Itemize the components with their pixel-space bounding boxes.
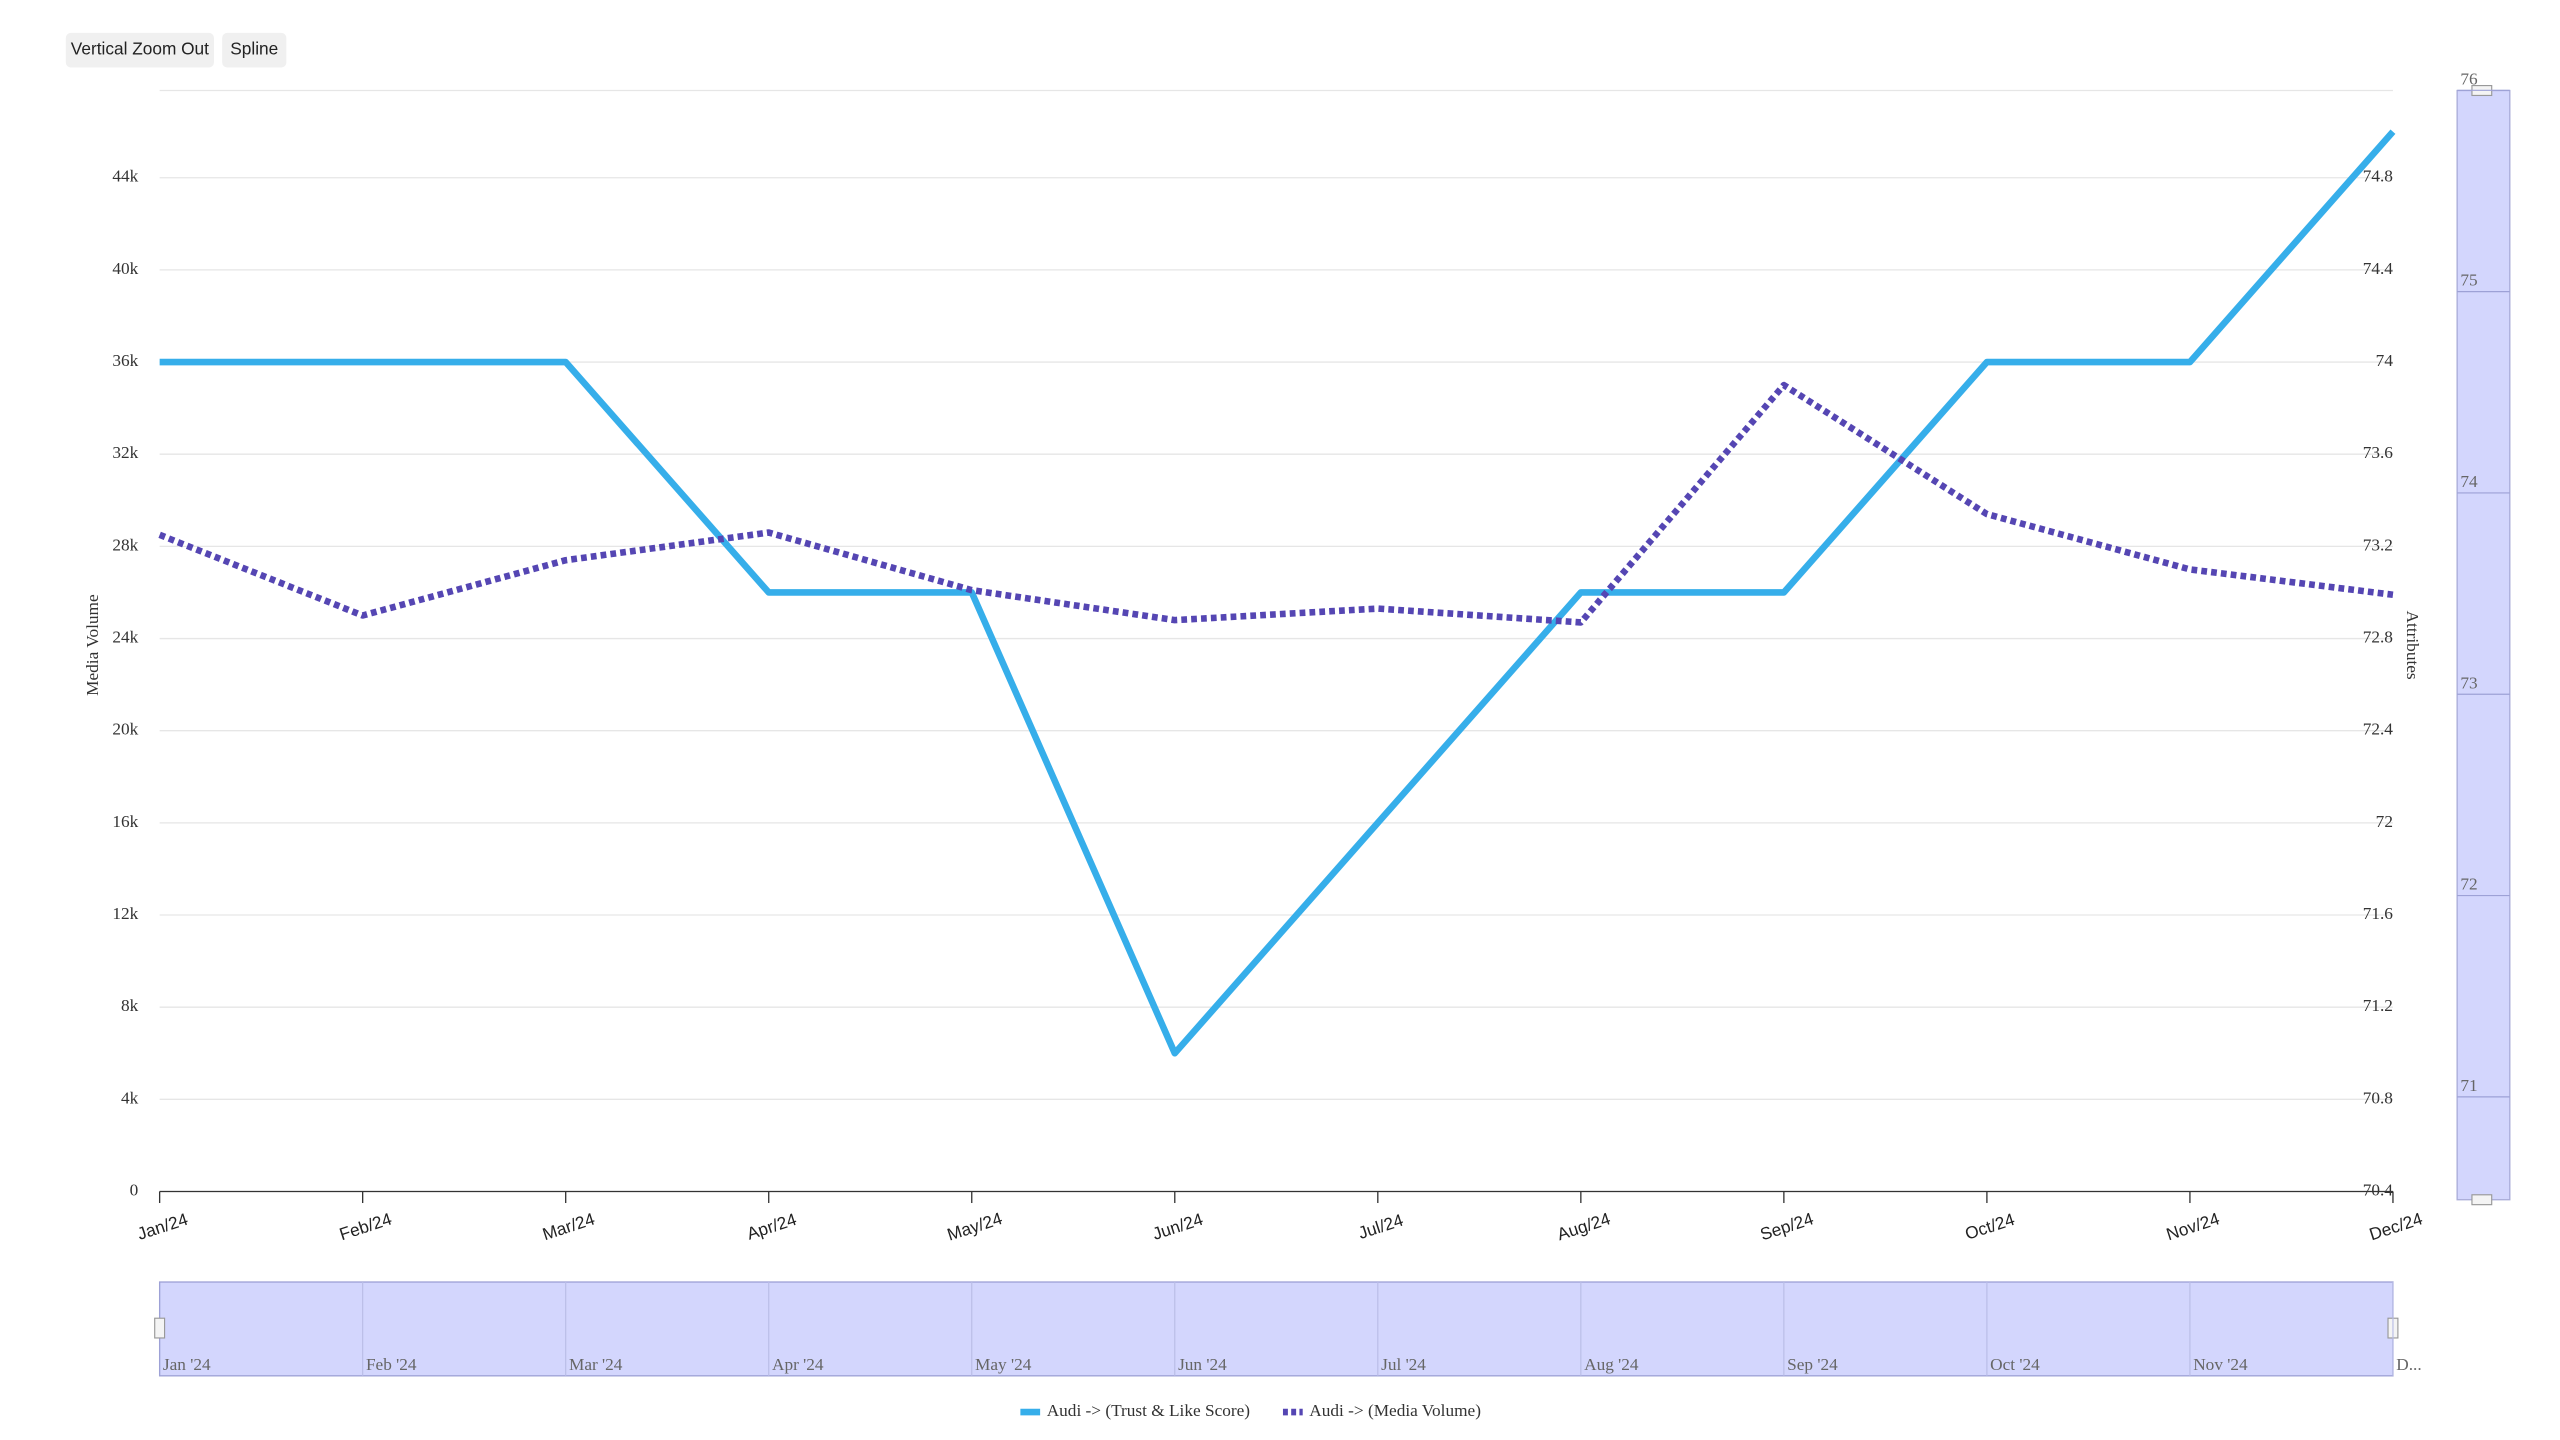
series-line <box>159 129 2396 1057</box>
y-tick-label: 12k <box>112 904 138 923</box>
y-tick-label: 71.2 <box>2363 996 2393 1015</box>
y-tick-label: 36k <box>112 351 138 370</box>
x-tick-label: Aug/24 <box>1555 1208 1614 1244</box>
x-tick-label: Feb/24 <box>337 1208 395 1244</box>
nav-label: Oct '24 <box>1990 1355 2040 1374</box>
x-tick-label: Sep/24 <box>1758 1208 1817 1244</box>
y-tick-label: 20k <box>112 720 138 739</box>
y-tick-label: 72 <box>2376 812 2393 831</box>
x-tick-label: Nov/24 <box>2164 1208 2223 1244</box>
nav-label: 73 <box>2460 673 2477 692</box>
nav-label: May '24 <box>975 1355 1032 1374</box>
nav-label: 75 <box>2460 271 2477 290</box>
y-tick-label: 0 <box>130 1180 139 1199</box>
y-tick-label: 74 <box>2376 351 2394 370</box>
y-axis-title: Media Volume <box>83 594 102 696</box>
y-tick-label: 70.4 <box>2363 1180 2394 1199</box>
legend-label: Audi -> (Trust & Like Score) <box>1047 1401 1250 1420</box>
x-tick-label: Dec/24 <box>2367 1208 2426 1244</box>
y-tick-label: 71.6 <box>2363 904 2394 923</box>
y-tick-label: 44k <box>112 167 138 186</box>
x-tick-label: Apr/24 <box>744 1209 799 1244</box>
button-label: Vertical Zoom Out <box>71 39 209 59</box>
nav-label: 74 <box>2460 472 2478 491</box>
legend-item[interactable]: Audi -> (Media Volume) <box>1282 1401 1481 1420</box>
x-tick-label: Oct/24 <box>1962 1209 2017 1244</box>
x-tick-label: Jan/24 <box>135 1209 191 1244</box>
y-tick-label: 4k <box>121 1088 139 1107</box>
y-tick-label: 16k <box>112 812 138 831</box>
y-tick-label: 8k <box>121 996 139 1015</box>
nav-label: Apr '24 <box>772 1355 824 1374</box>
button-bg <box>65 32 214 68</box>
y-tick-label: 32k <box>112 443 138 462</box>
nav-label: 76 <box>2460 69 2478 88</box>
nav-label: Sep '24 <box>1787 1355 1838 1374</box>
nav-handle[interactable] <box>154 1317 166 1339</box>
zoom-button[interactable]: Vertical Zoom Out <box>65 32 214 68</box>
button-bg <box>222 32 287 68</box>
x-tick-label: Mar/24 <box>540 1208 598 1244</box>
x-tick-label: Jun/24 <box>1150 1209 1206 1244</box>
y-tick-label: 72.8 <box>2363 628 2393 647</box>
nav-label: Aug '24 <box>1584 1355 1639 1374</box>
series-line <box>158 381 2394 626</box>
nav-label: Jul '24 <box>1381 1355 1426 1374</box>
y2-axis-title: Attributes <box>2403 611 2422 680</box>
legend-label: Audi -> (Media Volume) <box>1309 1401 1481 1420</box>
spline-button[interactable]: Spline <box>222 32 287 68</box>
nav-label: Feb '24 <box>366 1355 417 1374</box>
y-tick-label: 28k <box>112 535 138 554</box>
y-tick-label: 74.8 <box>2363 167 2393 186</box>
nav-label: Jun '24 <box>1178 1355 1227 1374</box>
y-tick-label: 40k <box>112 259 138 278</box>
nav-label: 72 <box>2460 875 2477 894</box>
x-tick-label: May/24 <box>945 1208 1005 1245</box>
nav-label: D... <box>2396 1355 2421 1374</box>
y-tick-label: 74.4 <box>2363 259 2394 278</box>
y-navigator[interactable] <box>2456 89 2511 1201</box>
nav-handle[interactable] <box>2471 1194 2493 1206</box>
y-tick-label: 24k <box>112 628 138 647</box>
button-label: Spline <box>230 39 278 59</box>
x-navigator[interactable] <box>158 1281 2394 1377</box>
y-tick-label: 73.2 <box>2363 535 2393 554</box>
nav-label: Mar '24 <box>569 1355 623 1374</box>
y-tick-label: 70.8 <box>2363 1088 2393 1107</box>
y-tick-label: 73.6 <box>2363 443 2394 462</box>
nav-label: Jan '24 <box>163 1355 211 1374</box>
nav-label: Nov '24 <box>2193 1355 2248 1374</box>
y-tick-label: 72.4 <box>2363 720 2394 739</box>
nav-label: 71 <box>2460 1076 2477 1095</box>
x-tick-label: Jul/24 <box>1356 1210 1406 1243</box>
legend-item[interactable]: Audi -> (Trust & Like Score) <box>1020 1401 1250 1420</box>
